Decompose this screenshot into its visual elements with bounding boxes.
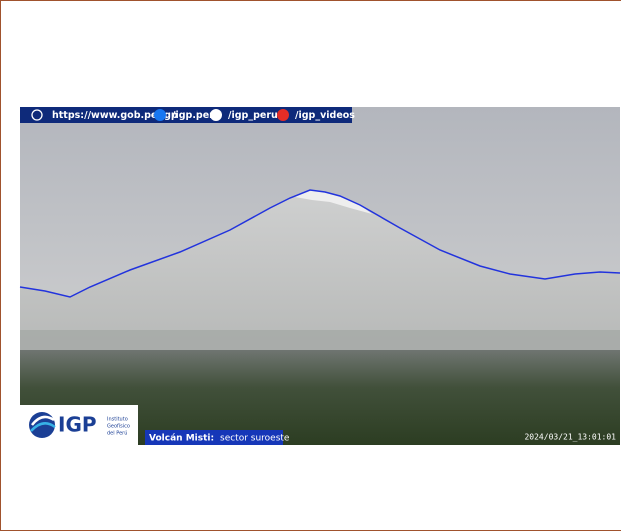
- logo-text: del Perú: [107, 430, 127, 437]
- youtube-handle: /igp_videos: [295, 110, 355, 121]
- x-icon: [210, 109, 222, 121]
- logo-text: Geofísico: [107, 423, 130, 430]
- sector: sector suroeste: [220, 434, 290, 444]
- facebook-icon: [154, 109, 166, 121]
- logo-acronym: IGP: [58, 413, 97, 437]
- x-handle: /igp_peru: [228, 110, 278, 121]
- webcam-view: https://www.gob.pe/igp /igp.peru /igp_pe…: [0, 0, 622, 531]
- timestamp: 2024/03/21_13:01:01: [524, 433, 616, 442]
- volcano-name: Volcán Misti:: [149, 434, 214, 444]
- photo: [20, 107, 620, 445]
- youtube-icon: [277, 109, 289, 121]
- logo-text: Instituto: [107, 417, 128, 423]
